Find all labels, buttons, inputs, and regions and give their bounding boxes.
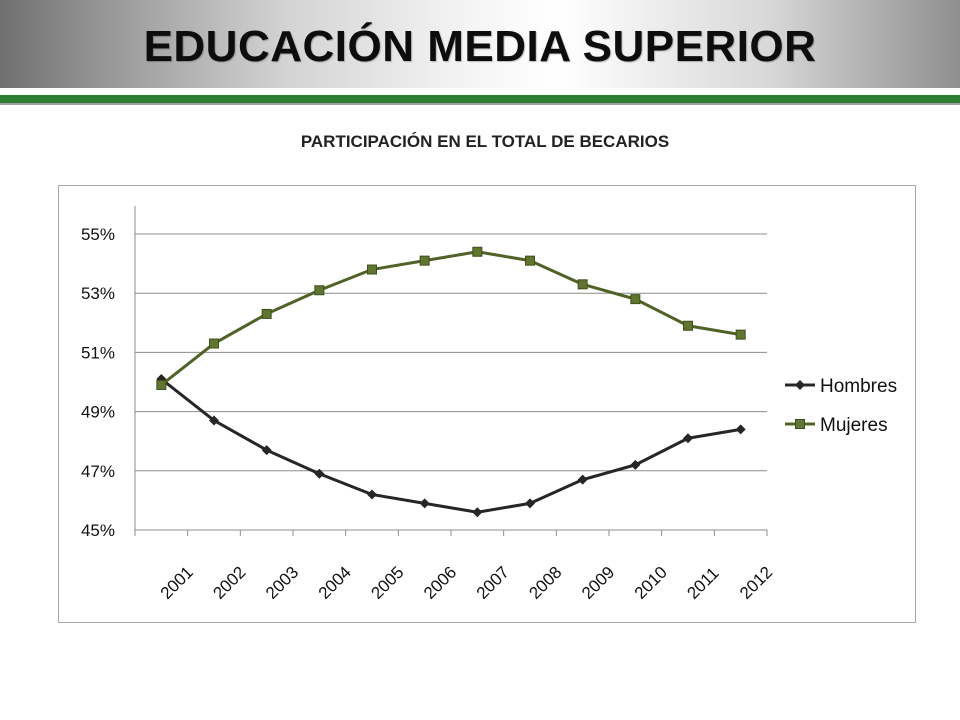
y-tick-label: 49% [81, 403, 115, 422]
data-point-hombres [209, 415, 219, 426]
data-point-hombres [472, 507, 483, 518]
x-tick-label: 2001 [157, 563, 197, 603]
data-point-hombres [314, 468, 325, 479]
header-banner [0, 0, 960, 88]
page-title: EDUCACIÓN MEDIA SUPERIOR [143, 22, 817, 71]
data-point-mujeres [314, 285, 325, 296]
x-tick-label: 2002 [209, 563, 249, 603]
data-point-hombres [419, 498, 430, 509]
data-point-hombres [683, 433, 693, 444]
legend-marker-hombres [795, 380, 805, 390]
legend-label-hombres: Hombres [820, 376, 897, 397]
x-tick-label: 2010 [631, 563, 671, 603]
y-tick-label: 53% [81, 284, 115, 303]
data-point-mujeres [525, 255, 535, 266]
y-tick-label: 47% [81, 462, 115, 481]
y-tick-label: 55% [81, 225, 115, 244]
x-tick-label: 2003 [262, 563, 302, 603]
y-tick-label: 51% [81, 343, 115, 362]
x-tick-label: 2006 [420, 563, 460, 603]
data-point-mujeres [577, 279, 588, 290]
data-point-hombres [577, 474, 588, 485]
x-tick-label: 2012 [736, 563, 776, 603]
data-point-mujeres [156, 379, 167, 390]
data-point-mujeres [261, 308, 272, 319]
data-point-mujeres [367, 264, 377, 275]
data-point-hombres [735, 424, 746, 435]
series-line-hombres [160, 377, 741, 514]
x-tick-label: 2007 [473, 563, 513, 603]
data-point-hombres [630, 459, 641, 470]
x-tick-label: 2004 [315, 563, 355, 603]
data-point-mujeres [472, 246, 483, 257]
divider-line [0, 103, 960, 105]
x-tick-label: 2009 [578, 563, 618, 603]
chart-title: PARTICIPACIÓN EN EL TOTAL DE BECARIOS [300, 132, 670, 151]
data-point-hombres [525, 498, 535, 509]
x-tick-label: 2005 [367, 563, 407, 603]
y-tick-label: 45% [81, 521, 115, 540]
data-point-mujeres [630, 294, 641, 305]
data-point-mujeres [735, 329, 746, 340]
x-tick-label: 2008 [525, 563, 565, 603]
legend-marker-mujeres [795, 419, 805, 429]
legend-label-mujeres: Mujeres [820, 415, 888, 436]
x-tick-label: 2011 [683, 564, 722, 603]
series-line-mujeres [160, 250, 741, 387]
chart-frame [58, 185, 916, 623]
data-point-mujeres [683, 320, 693, 331]
data-point-mujeres [209, 338, 219, 349]
accent-bar [0, 95, 960, 103]
data-point-hombres [367, 489, 377, 500]
data-point-hombres [261, 445, 272, 456]
data-point-mujeres [419, 255, 430, 266]
